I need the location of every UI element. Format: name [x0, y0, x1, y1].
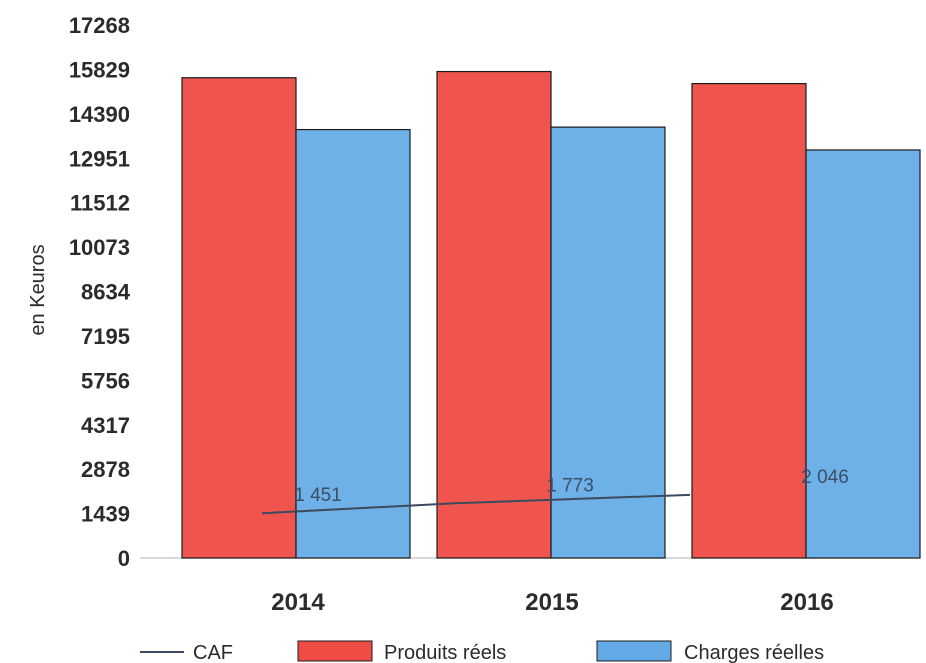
legend: CAF Produits réels Charges réelles: [140, 640, 824, 663]
bar-charges-2016: [805, 149, 921, 559]
x-tick-label: 2016: [780, 589, 833, 616]
y-tick-label: 12951: [69, 146, 130, 171]
bar-produits-2015: [436, 70, 552, 559]
y-tick-label: 0: [118, 546, 130, 571]
y-tick-label: 15829: [69, 57, 130, 82]
caf-data-label: 2 046: [801, 467, 849, 488]
y-tick-label: 10073: [69, 235, 130, 260]
caf-data-label: 1 451: [294, 485, 342, 506]
bar-produits-2016: [691, 82, 807, 559]
x-tick-label: 2014: [271, 589, 325, 616]
bar-produits-2014: [181, 77, 297, 559]
legend-label: CAF: [193, 642, 233, 663]
bar-charges-2015: [550, 126, 666, 559]
x-tick-label: 2015: [525, 589, 578, 616]
legend-swatch-produits: [297, 640, 373, 662]
legend-label: Charges réelles: [684, 642, 824, 663]
y-tick-label: 8634: [81, 280, 131, 305]
y-tick-label: 4317: [81, 413, 130, 438]
y-tick-label: 2878: [81, 457, 130, 482]
legend-label: Produits réels: [384, 642, 506, 663]
y-axis-label: en Keuros: [27, 244, 49, 335]
y-tick-label: 14390: [69, 102, 130, 127]
legend-swatch-charges: [596, 640, 672, 662]
y-axis-ticks: 1726815829143901295111512100738634719557…: [69, 13, 131, 571]
bar-charges-2014: [295, 128, 411, 559]
x-axis-ticks: 2014 2015 2016: [271, 589, 833, 616]
caf-line-group: 1 451 1 773 2 046: [261, 467, 849, 515]
y-tick-label: 17268: [69, 13, 130, 38]
y-tick-label: 7195: [81, 324, 130, 349]
caf-data-label: 1 773: [546, 475, 594, 496]
y-tick-label: 1439: [81, 502, 130, 527]
caf-line: [261, 493, 691, 515]
bars: [181, 70, 921, 559]
y-tick-label: 5756: [81, 368, 130, 393]
y-tick-label: 11512: [70, 191, 130, 216]
